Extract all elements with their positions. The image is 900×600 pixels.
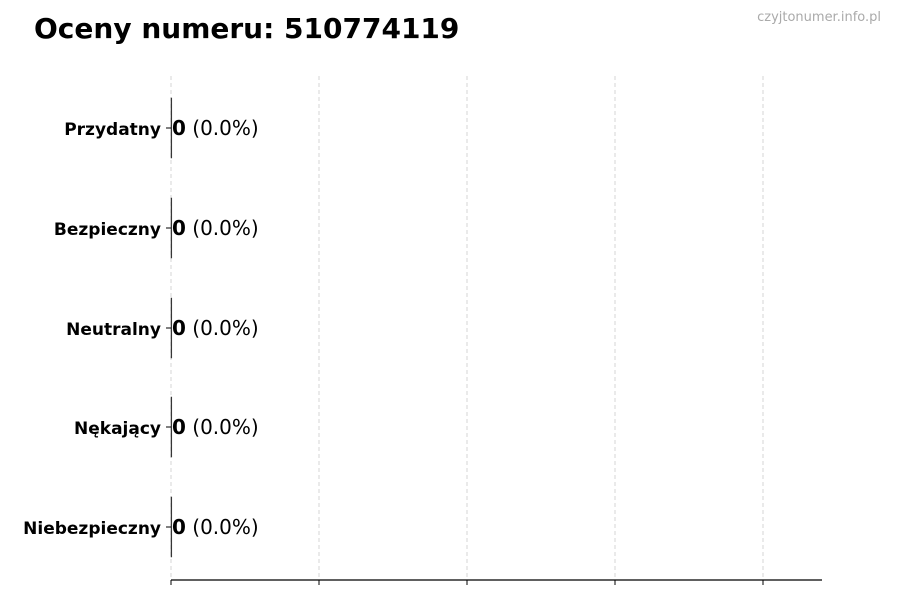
data-label-count: 0 [172, 216, 186, 240]
y-tick-label: Przydatny [64, 120, 161, 140]
y-tick-label: Niebezpieczny [23, 519, 161, 539]
data-label: 0 (0.0%) [172, 216, 259, 240]
data-label-percent: (0.0%) [186, 415, 259, 439]
y-tick-label: Bezpieczny [54, 220, 161, 240]
y-tick-label: Nękający [74, 419, 161, 439]
data-label: 0 (0.0%) [172, 515, 259, 539]
y-tick-label: Neutralny [66, 320, 161, 340]
data-label-percent: (0.0%) [186, 316, 259, 340]
data-label-count: 0 [172, 515, 186, 539]
data-label-count: 0 [172, 415, 186, 439]
data-label-count: 0 [172, 316, 186, 340]
data-label: 0 (0.0%) [172, 415, 259, 439]
chart-title: Oceny numeru: 510774119 [34, 12, 460, 45]
watermark: czyjtonumer.info.pl [757, 10, 881, 25]
data-label-percent: (0.0%) [186, 515, 259, 539]
data-label-count: 0 [172, 116, 186, 140]
data-label-percent: (0.0%) [186, 216, 259, 240]
data-label: 0 (0.0%) [172, 316, 259, 340]
data-label-percent: (0.0%) [186, 116, 259, 140]
data-label: 0 (0.0%) [172, 116, 259, 140]
